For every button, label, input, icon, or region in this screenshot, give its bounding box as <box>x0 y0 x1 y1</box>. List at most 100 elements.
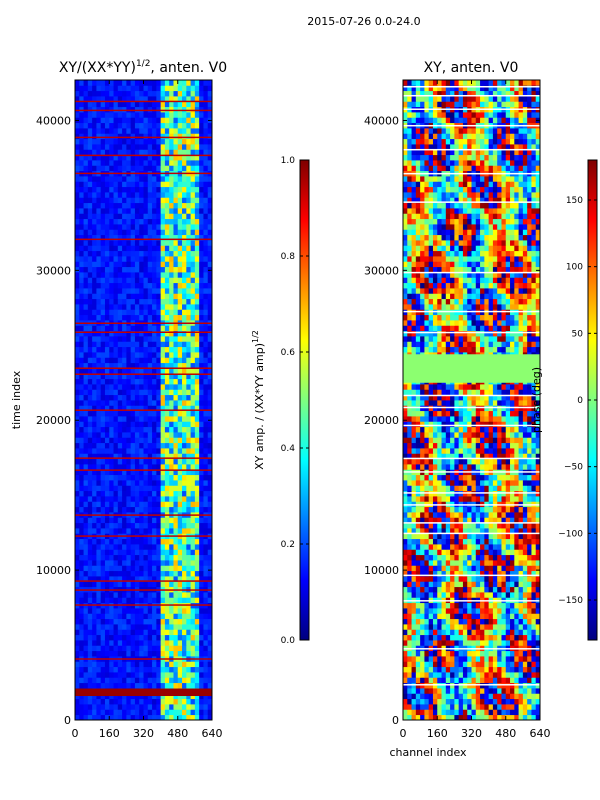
amplitude-cell <box>126 336 132 342</box>
amplitude-cell <box>87 165 93 172</box>
amplitude-cell <box>182 613 187 620</box>
amplitude-cell <box>92 672 97 678</box>
amplitude-cell <box>92 186 97 193</box>
amplitude-cell <box>113 698 119 705</box>
phase-cell <box>535 677 540 684</box>
phase-cell <box>527 565 532 572</box>
amplitude-cell <box>96 629 102 636</box>
amplitude-cell <box>147 448 153 454</box>
amplitude-cell <box>143 570 149 577</box>
amplitude-cell <box>92 709 97 716</box>
amplitude-cell <box>186 490 191 497</box>
amplitude-cell <box>75 298 80 305</box>
amplitude-cell <box>122 272 127 278</box>
amplitude-cell <box>156 336 162 342</box>
phase-cell <box>411 704 417 710</box>
phase-cell <box>497 581 502 588</box>
amplitude-cell <box>147 506 153 513</box>
amplitude-cell <box>156 112 162 118</box>
amplitude-cell <box>117 522 123 529</box>
amplitude-cell <box>194 266 200 273</box>
amplitude-cell <box>147 682 153 689</box>
phase-cell <box>535 560 540 566</box>
amplitude-cell <box>203 101 209 108</box>
phase-cell <box>518 576 524 582</box>
amplitude-cell <box>203 490 209 497</box>
amplitude-cell <box>96 592 102 598</box>
amplitude-cell <box>147 352 153 358</box>
amplitude-cell <box>207 442 212 449</box>
amplitude-cell <box>79 672 84 678</box>
phase-cell <box>475 666 481 673</box>
phase-cell <box>420 565 425 572</box>
amplitude-cell <box>109 96 114 102</box>
amplitude-cell <box>177 576 183 582</box>
amplitude-cell <box>160 266 166 273</box>
amplitude-cell <box>152 442 157 449</box>
phase-cell <box>484 549 490 556</box>
amplitude-cell <box>156 341 162 348</box>
amplitude-cell <box>169 245 174 252</box>
amplitude-cell <box>190 325 196 332</box>
amplitude-cell <box>177 480 183 486</box>
amplitude-cell <box>87 480 93 486</box>
amplitude-cell <box>100 325 106 332</box>
amplitude-cell <box>109 570 114 577</box>
amplitude-cell <box>113 266 119 273</box>
amplitude-cell <box>207 453 212 460</box>
amplitude-cell <box>164 416 170 422</box>
amplitude-cell <box>169 282 174 289</box>
amplitude-cell <box>87 80 93 86</box>
amplitude-cell <box>194 704 200 710</box>
amplitude-cell <box>96 565 102 572</box>
amplitude-cell <box>169 213 174 220</box>
amplitude-cell <box>194 122 200 129</box>
phase-cell <box>462 693 468 700</box>
amplitude-cell <box>182 218 187 225</box>
amplitude-cell <box>147 437 153 444</box>
amplitude-cell <box>130 282 136 289</box>
amplitude-cell <box>199 240 204 246</box>
amplitude-cell <box>79 677 84 684</box>
amplitude-cell <box>113 160 119 166</box>
amplitude-cell <box>100 592 106 598</box>
amplitude-cell <box>152 581 157 588</box>
amplitude-cell <box>160 506 166 513</box>
amplitude-cell <box>207 256 212 262</box>
amplitude-cell <box>199 640 204 646</box>
amplitude-cell <box>113 352 119 358</box>
amplitude-cell <box>122 645 127 652</box>
amplitude-cell <box>190 565 196 572</box>
phase-cell <box>454 704 460 710</box>
amplitude-cell <box>203 106 209 113</box>
amplitude-cell <box>104 560 110 566</box>
amplitude-cell <box>87 373 93 380</box>
amplitude-cell <box>194 570 200 577</box>
amplitude-cell <box>173 714 179 720</box>
phase-cell <box>415 677 421 684</box>
amplitude-cell <box>126 368 132 374</box>
amplitude-cell <box>117 576 123 582</box>
amplitude-cell <box>164 389 170 396</box>
phase-cell <box>480 576 485 582</box>
amplitude-cell <box>160 661 166 668</box>
amplitude-cell <box>79 629 84 636</box>
amplitude-cell <box>199 389 204 396</box>
phase-cell <box>497 560 502 566</box>
amplitude-cell <box>79 85 84 92</box>
phase-cell <box>505 565 511 572</box>
phase-cell <box>441 698 447 705</box>
amplitude-cell <box>143 208 149 214</box>
amplitude-cell <box>104 474 110 481</box>
phase-cell <box>535 602 540 609</box>
amplitude-cell <box>134 592 140 598</box>
amplitude-cell <box>122 490 127 497</box>
amplitude-cell <box>190 368 196 374</box>
amplitude-cell <box>186 474 191 481</box>
amplitude-cell <box>75 106 80 113</box>
phase-cell <box>428 629 434 636</box>
amplitude-cell <box>160 458 166 465</box>
amplitude-cell <box>104 490 110 497</box>
phase-cell <box>450 581 455 588</box>
amplitude-cell <box>130 469 136 476</box>
